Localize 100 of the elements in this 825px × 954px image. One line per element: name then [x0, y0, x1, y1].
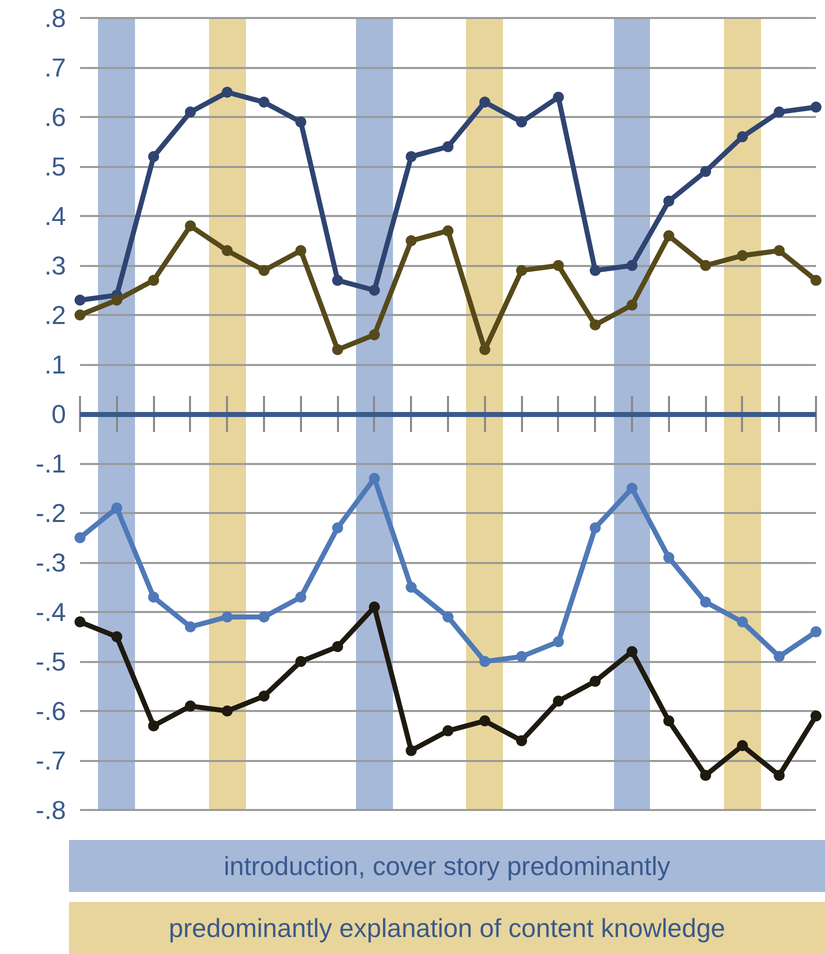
point [148, 274, 160, 286]
point [516, 264, 528, 276]
point [295, 245, 306, 256]
point [222, 611, 233, 622]
point [258, 690, 270, 702]
point [148, 592, 160, 603]
y-tick-label: -.7 [36, 746, 66, 776]
point [774, 770, 785, 781]
point [442, 225, 454, 236]
point [258, 611, 270, 622]
y-tick-label: .5 [44, 152, 66, 182]
point [516, 735, 528, 746]
point [552, 696, 564, 707]
point [368, 284, 380, 296]
point [774, 106, 785, 118]
point [810, 626, 822, 638]
point [663, 715, 674, 726]
point [222, 706, 233, 716]
point [184, 220, 196, 232]
point [626, 646, 638, 658]
point [774, 651, 785, 662]
y-tick-label: -.3 [36, 548, 66, 578]
y-tick-label: .2 [44, 300, 66, 330]
point [111, 294, 122, 306]
point [184, 700, 196, 712]
point [736, 131, 748, 142]
point [552, 260, 564, 271]
point [295, 656, 306, 667]
point [222, 86, 233, 98]
y-tick-label: -.6 [36, 696, 66, 726]
point [74, 616, 86, 628]
point [736, 616, 748, 628]
point [590, 319, 601, 330]
y-tick-label: -.5 [36, 646, 66, 676]
point [774, 245, 785, 256]
y-tick-label: 0 [52, 399, 66, 429]
point [148, 720, 160, 732]
point [700, 260, 712, 271]
y-tick-label: .7 [44, 52, 66, 82]
point [295, 592, 306, 603]
point [442, 141, 454, 152]
point [736, 250, 748, 262]
point [479, 715, 490, 726]
y-tick-label: .6 [44, 102, 66, 132]
point [442, 611, 454, 622]
point [626, 260, 638, 271]
point [368, 602, 380, 613]
point [148, 151, 160, 162]
point [442, 725, 454, 736]
point [810, 274, 822, 286]
y-tick-label: .1 [44, 350, 66, 380]
text: introduction, cover story predominantly [69, 840, 825, 892]
point [736, 740, 748, 752]
point [810, 710, 822, 722]
point [368, 329, 380, 340]
point [258, 264, 270, 276]
y-tick-label: .8 [44, 3, 66, 33]
point [626, 300, 638, 311]
point [700, 596, 712, 608]
point [258, 96, 270, 108]
y-tick-label: -.2 [36, 498, 66, 528]
point [700, 166, 712, 177]
point [406, 151, 417, 162]
point [111, 502, 122, 514]
point [552, 92, 564, 103]
point [406, 582, 417, 593]
point [479, 656, 490, 667]
point [184, 621, 196, 632]
point [406, 745, 417, 756]
point [590, 264, 601, 276]
point [552, 636, 564, 648]
point [663, 196, 674, 207]
point [111, 631, 122, 642]
point [479, 96, 490, 108]
point [626, 482, 638, 494]
point [590, 522, 601, 534]
point [516, 116, 528, 128]
point [590, 676, 601, 687]
point [516, 651, 528, 662]
point [332, 344, 344, 356]
point [663, 230, 674, 242]
point [663, 552, 674, 564]
point [700, 770, 712, 781]
text: predominantly explanation of content knowledge [69, 902, 825, 954]
point [74, 294, 86, 306]
point [332, 274, 344, 286]
point [332, 641, 344, 652]
y-tick-label: .3 [44, 250, 66, 280]
point [810, 102, 822, 113]
point [74, 532, 86, 544]
y-tick-label: -.8 [36, 795, 66, 825]
point [295, 116, 306, 128]
y-tick-label: -.4 [36, 597, 66, 627]
point [406, 235, 417, 246]
point [368, 472, 380, 484]
point [479, 344, 490, 356]
y-tick-label: -.1 [36, 448, 66, 478]
point [74, 310, 86, 320]
point [222, 245, 233, 256]
point [184, 106, 196, 118]
